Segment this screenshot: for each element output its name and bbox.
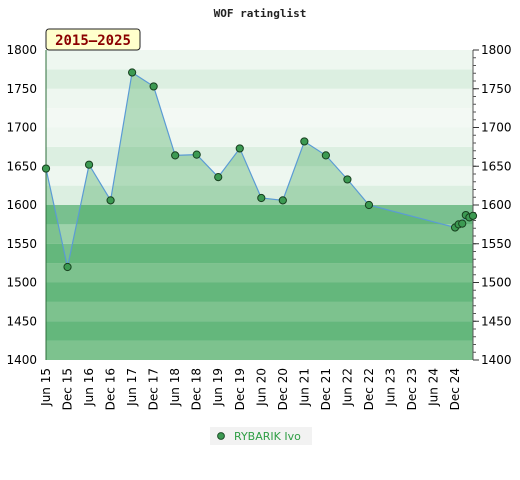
band bbox=[46, 282, 473, 302]
x-tick-label: Jun 19 bbox=[211, 368, 225, 407]
x-tick-label: Jun 23 bbox=[383, 368, 397, 407]
legend-marker bbox=[217, 432, 225, 440]
data-point bbox=[171, 151, 180, 160]
x-tick-label: Dec 16 bbox=[104, 368, 118, 410]
y-tick-label-left: 1600 bbox=[6, 198, 37, 212]
x-tick-label: Jun 18 bbox=[168, 368, 182, 407]
axes: 1400 1400 1450 1450 1500 1500 1550 1550 1600 1600… bbox=[6, 43, 511, 410]
x-tick-label: Dec 22 bbox=[362, 368, 376, 410]
period-badge: 2015–2025 bbox=[45, 28, 141, 51]
band bbox=[46, 340, 473, 360]
data-point bbox=[321, 151, 330, 160]
x-tick-label: Jun 22 bbox=[340, 368, 354, 407]
rating-area bbox=[46, 72, 473, 360]
x-tick-label: Jun 20 bbox=[254, 368, 268, 407]
y-tick-label-left: 1700 bbox=[6, 121, 37, 135]
y-tick-label-left: 1500 bbox=[6, 276, 37, 290]
data-point bbox=[300, 137, 309, 146]
band bbox=[46, 69, 473, 89]
y-tick-label-left: 1400 bbox=[6, 353, 37, 367]
band bbox=[46, 50, 473, 70]
band bbox=[46, 321, 473, 341]
data-point bbox=[192, 150, 201, 159]
legend[interactable]: RYBARIK Ivo bbox=[210, 427, 312, 445]
y-tick-label-left: 1550 bbox=[6, 237, 37, 251]
x-tick-label: Jun 17 bbox=[125, 368, 139, 407]
x-tick-label: Dec 15 bbox=[61, 368, 75, 410]
x-tick-label: Dec 20 bbox=[276, 368, 290, 410]
y-tick-label-right: 1750 bbox=[481, 82, 512, 96]
band bbox=[46, 205, 473, 225]
data-point bbox=[235, 144, 244, 153]
data-point bbox=[84, 160, 94, 169]
band bbox=[46, 263, 473, 283]
data-point bbox=[458, 219, 467, 228]
band bbox=[46, 243, 473, 264]
x-tick-label: Dec 17 bbox=[147, 368, 161, 410]
data-point bbox=[214, 173, 223, 182]
data-point bbox=[468, 211, 478, 220]
data-point bbox=[63, 262, 72, 272]
period-badge-label: 2015–2025 bbox=[55, 33, 131, 49]
band bbox=[46, 301, 473, 322]
x-tick-label: Dec 19 bbox=[233, 368, 247, 410]
y-tick-label-right: 1450 bbox=[481, 314, 512, 328]
y-tick-label-left: 1650 bbox=[6, 159, 37, 173]
y-tick-label-left: 1750 bbox=[6, 82, 37, 96]
x-tick-label: Jun 21 bbox=[297, 368, 311, 407]
data-point bbox=[343, 175, 352, 184]
data-point bbox=[41, 164, 51, 173]
legend-series-label: RYBARIK Ivo bbox=[234, 430, 301, 443]
y-tick-label-right: 1400 bbox=[481, 353, 512, 367]
x-tick-label: Dec 18 bbox=[190, 368, 204, 410]
band bbox=[46, 88, 473, 109]
data-point bbox=[128, 68, 137, 77]
y-tick-label-left: 1450 bbox=[6, 314, 37, 328]
data-point bbox=[364, 200, 374, 210]
data-point bbox=[106, 196, 115, 205]
band bbox=[46, 108, 473, 128]
y-tick-label-right: 1600 bbox=[481, 198, 512, 212]
y-tick-label-right: 1650 bbox=[481, 159, 512, 173]
y-tick-label-right: 1550 bbox=[481, 237, 512, 251]
y-tick-label-right: 1800 bbox=[481, 43, 512, 57]
data-point bbox=[149, 82, 158, 91]
x-tick-label: Dec 23 bbox=[405, 368, 419, 410]
band bbox=[46, 224, 473, 244]
x-tick-label: Jun 15 bbox=[39, 368, 53, 407]
band bbox=[46, 127, 473, 147]
band bbox=[46, 146, 473, 167]
x-tick-label: Jun 24 bbox=[427, 368, 441, 407]
x-tick-label: Dec 24 bbox=[448, 368, 462, 410]
data-markers bbox=[41, 68, 478, 272]
y-tick-label-right: 1700 bbox=[481, 121, 512, 135]
y-tick-label-left: 1800 bbox=[6, 43, 37, 57]
band bbox=[46, 166, 473, 186]
chart-title: WOF ratinglist bbox=[214, 7, 307, 20]
y-tick-label-right: 1500 bbox=[481, 276, 512, 290]
x-tick-label: Dec 21 bbox=[319, 368, 333, 410]
data-point bbox=[278, 196, 287, 205]
data-point bbox=[257, 193, 266, 203]
x-tick-label: Jun 16 bbox=[82, 368, 96, 407]
